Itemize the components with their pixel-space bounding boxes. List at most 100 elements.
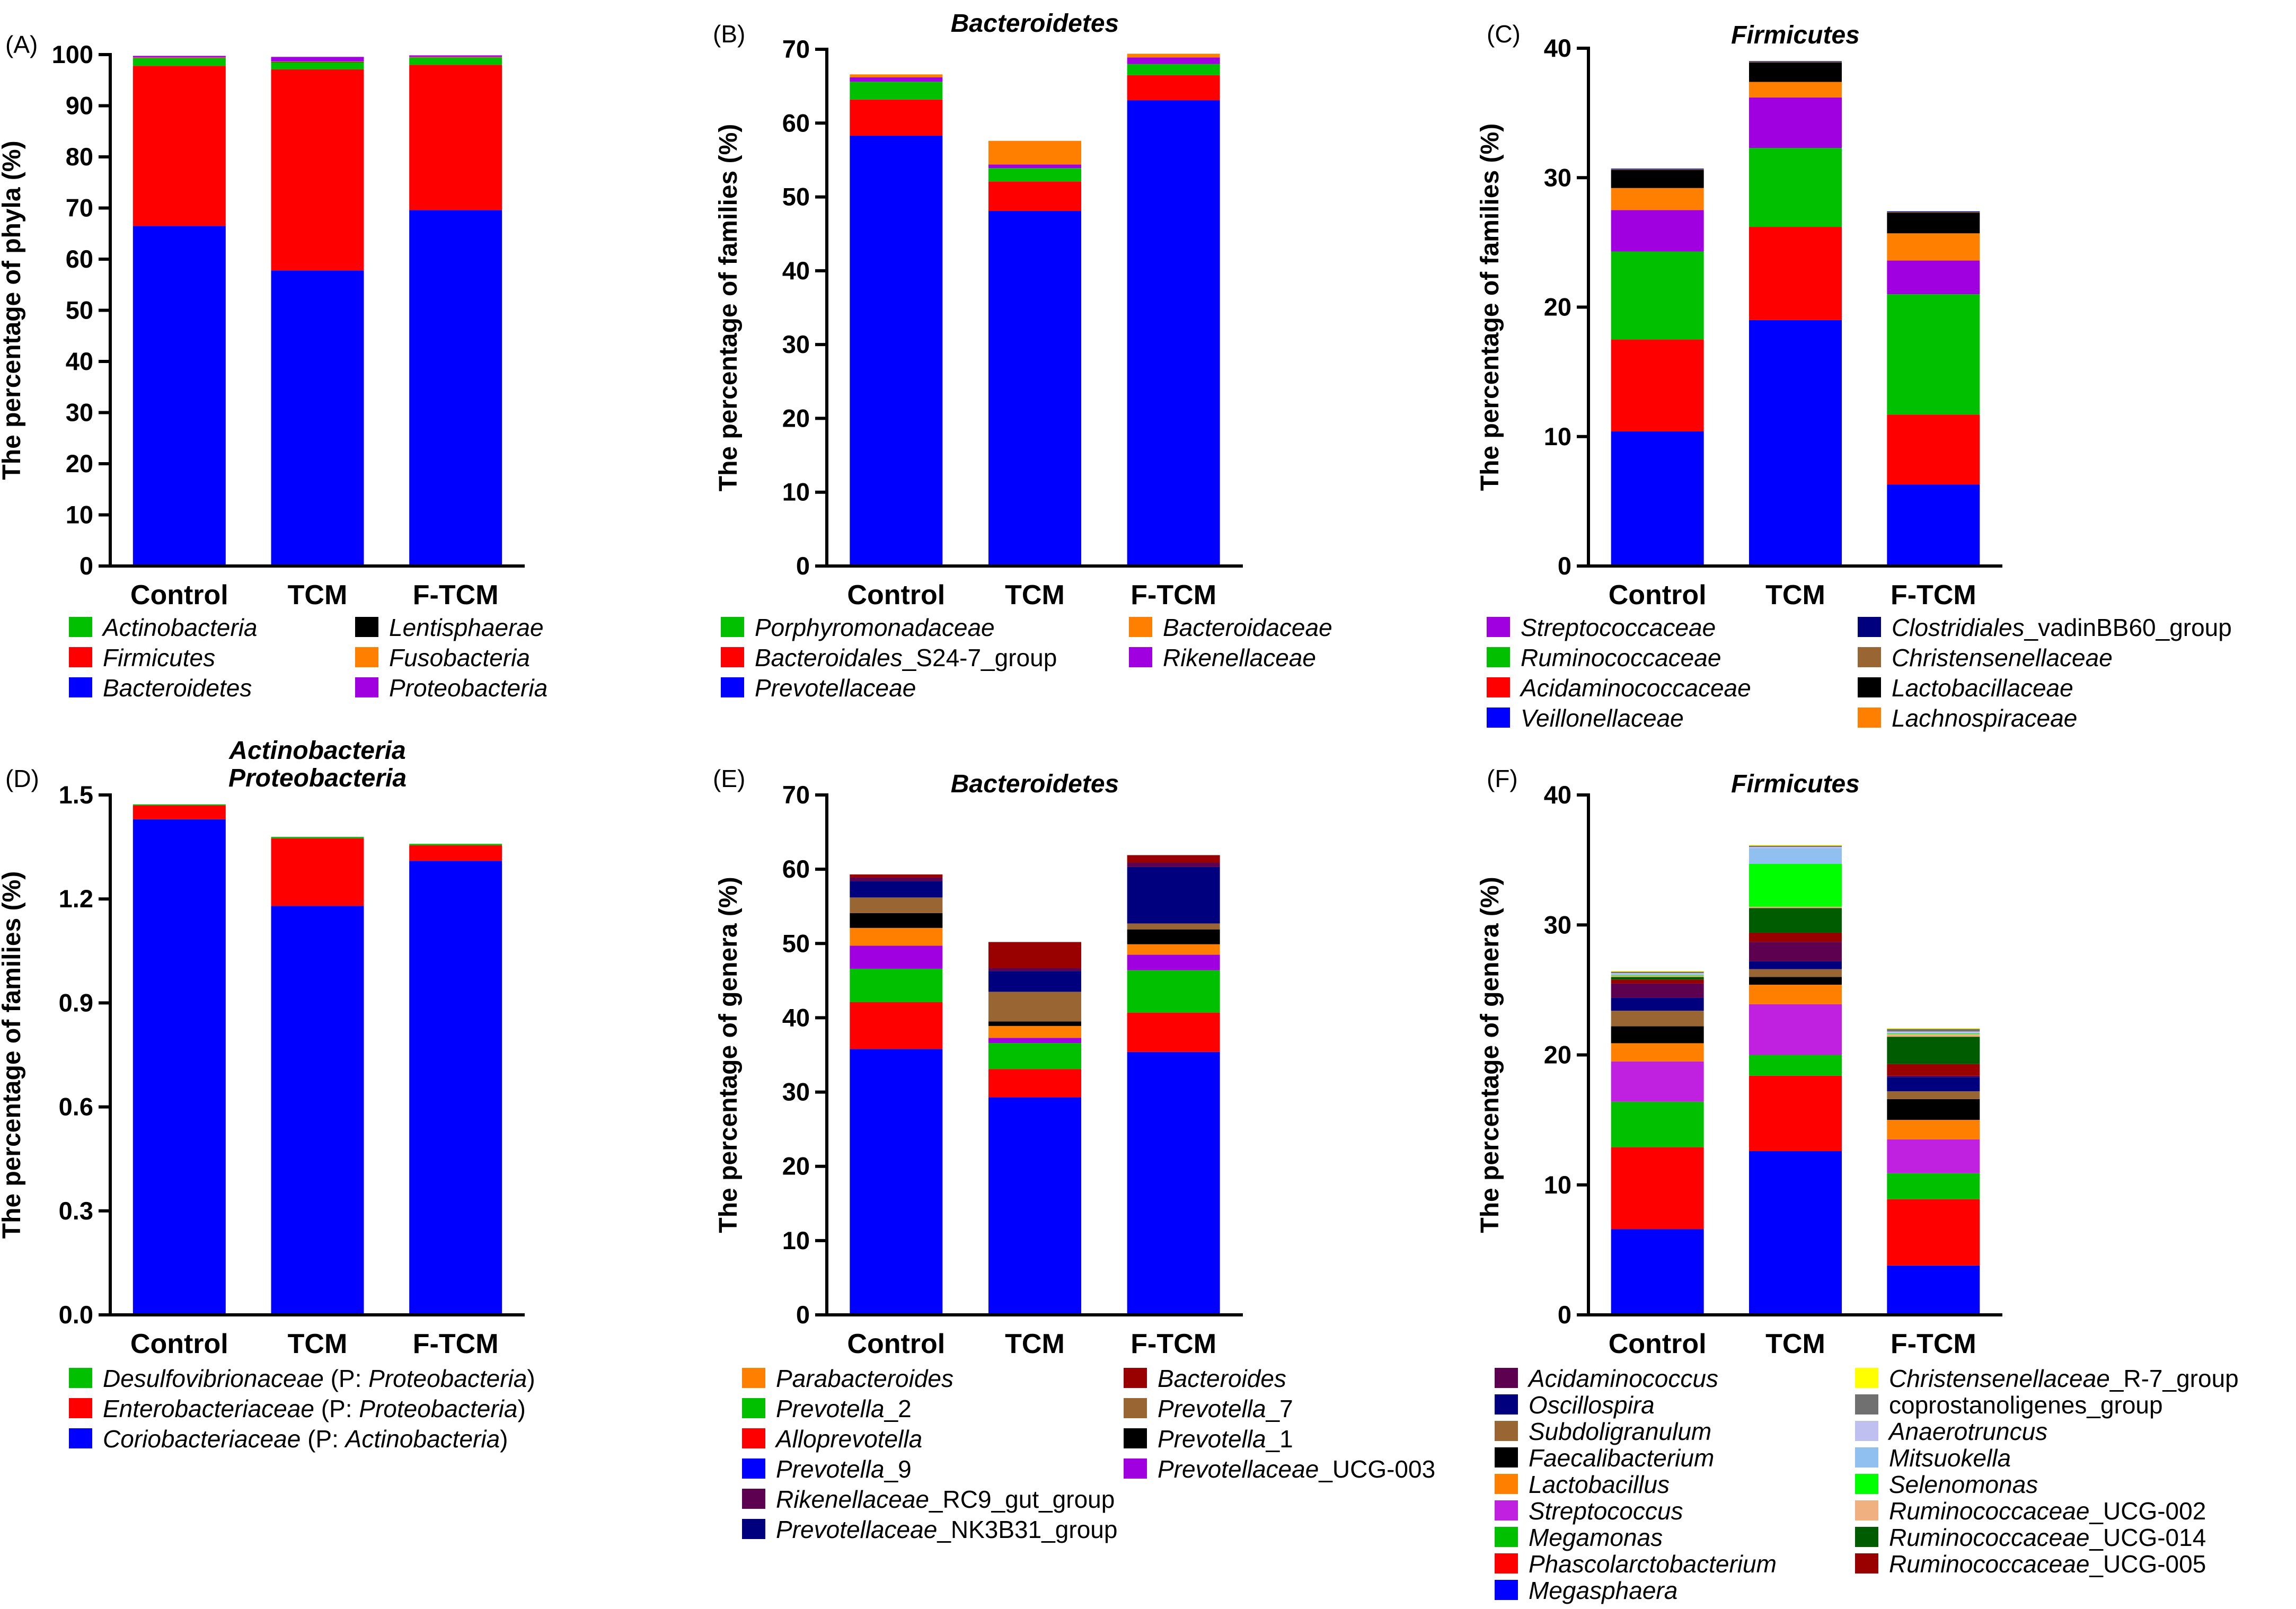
x-tick-label: TCM [1005, 1329, 1065, 1359]
legend-swatch [1855, 1474, 1878, 1494]
legend-label: Rikenellaceae_RC9_gut_group [776, 1486, 1115, 1513]
legend-label: Firmicutes [103, 644, 215, 671]
bar-segment-prevotellaceae-nk3b31-group-control [850, 881, 943, 898]
panel-label: (A) [5, 31, 38, 58]
legend-label: Coriobacteriaceae (P: Actinobacteria) [103, 1425, 508, 1453]
bar-segment-prevotellaceae-f-tcm [1127, 100, 1220, 566]
bar-segment-prevotella-2-f-tcm [1127, 970, 1220, 1013]
bar-segment-desulfovibrionaceae-p-f-tcm [409, 844, 502, 845]
bar-segment-megasphaera-control [1611, 1229, 1704, 1315]
bar-segment-bacteroidetes-f-tcm [409, 210, 502, 566]
bar-segment-bacteroidetes-control [133, 226, 226, 566]
bar-segment-streptococcaceae-tcm [1749, 97, 1842, 148]
bar-segment-megasphaera-f-tcm [1887, 1265, 1980, 1315]
bar-segment-prevotellaceae-ucg-003-f-tcm [1127, 954, 1220, 970]
bar-segment-oscillospira-tcm [1749, 961, 1842, 969]
legend-label: Fusobacteria [389, 644, 530, 671]
legend-swatch [1495, 1368, 1518, 1388]
panel-label: (F) [1487, 765, 1518, 792]
bar-segment-phascolarctobacterium-f-tcm [1887, 1199, 1980, 1266]
legend-label: Porphyromonadaceae [755, 614, 995, 641]
bar-segment-acidaminococcaceae-tcm [1749, 227, 1842, 320]
bar-segment-lachnospiraceae-f-tcm [1887, 233, 1980, 261]
bar-segment-clostridiales-vadinbb60-group-f-tcm [1887, 211, 1980, 212]
bar-segment-parabacteroides-f-tcm [1127, 944, 1220, 955]
y-tick-label: 0 [80, 552, 93, 580]
legend-label: Prevotella_1 [1158, 1425, 1293, 1453]
panel-e: (E) Bacteroidetes The percentage of genera… [713, 765, 1435, 1543]
legend-label: Clostridiales_vadinBB60_group [1892, 614, 2232, 641]
legend-label: Ruminococcaceae_UCG-005 [1889, 1550, 2206, 1578]
x-tick-label: F-TCM [1131, 580, 1216, 611]
bar-segment-ruminococcaceae-ucg-014-tcm [1749, 908, 1842, 933]
bar-segment-actinobacteria-tcm [271, 62, 364, 69]
bar-segment-prevotella-7-tcm [988, 992, 1081, 1022]
bar-segment-bacteroides-tcm [988, 942, 1081, 968]
bar-segment-bacteroides-control [850, 874, 943, 878]
legend-label: Ruminococcaceae_UCG-014 [1889, 1524, 2206, 1551]
bar-segment-streptococcus-control [1611, 1061, 1704, 1102]
y-axis-label: The percentage of families (%) [714, 124, 743, 492]
legend-swatch [742, 1489, 765, 1509]
bar-segment-selenomonas-control [1611, 975, 1704, 976]
bar-segment-ruminococcaceae-f-tcm [1887, 294, 1980, 415]
legend-swatch [721, 677, 744, 697]
y-tick-label: 0.3 [59, 1197, 93, 1225]
bar-segment-prevotellaceae-nk3b31-group-f-tcm [1127, 867, 1220, 924]
bar-segment-prevotellaceae-ucg-003-tcm [988, 1038, 1081, 1044]
y-tick-label: 50 [782, 183, 810, 211]
x-tick-label: Control [847, 580, 945, 611]
axis-lines [109, 53, 525, 568]
legend-swatch [69, 647, 92, 667]
bar-segment-prevotella-9-control [850, 1049, 943, 1315]
x-tick-label: TCM [288, 1329, 348, 1359]
legend-label: Streptococcaceae [1521, 614, 1716, 641]
bar-segment-porphyromonadaceae-f-tcm [1127, 64, 1220, 75]
legend-label: Desulfovibrionaceae (P: Proteobacteria) [103, 1365, 535, 1392]
bar-segment-christensenellaceae-tcm [1749, 61, 1842, 63]
legend-label: Prevotellaceae_UCG-003 [1158, 1455, 1435, 1483]
bar-segment-prevotellaceae-tcm [988, 211, 1081, 566]
legend-label: Acidaminococcus [1527, 1365, 1718, 1392]
bar-segment-streptococcus-tcm [1749, 1004, 1842, 1055]
bar-segment-ruminococcaceae-tcm [1749, 148, 1842, 227]
bar-segment-alloprevotella-f-tcm [1127, 1012, 1220, 1052]
bar-segment-firmicutes-control [133, 66, 226, 226]
bar-segment-enterobacteriaceae-p-tcm [271, 838, 364, 906]
bar-segment-fusobacteria-tcm [271, 61, 364, 62]
bar-segment-phascolarctobacterium-tcm [1749, 1075, 1842, 1151]
legend-label: Prevotella_9 [776, 1455, 912, 1483]
legend-swatch [355, 647, 378, 667]
bar-segment-selenomonas-f-tcm [1887, 1033, 1980, 1035]
bar-segment-lactobacillaceae-control [1611, 170, 1704, 188]
x-tick-label: TCM [288, 580, 348, 611]
legend-swatch [1129, 617, 1152, 637]
x-tick-label: Control [847, 1329, 945, 1359]
bar-segment-acidaminococcaceae-f-tcm [1887, 414, 1980, 485]
bar-segment-rikenellaceae-rc9-gut-group-tcm [988, 968, 1081, 971]
legend-label: Acidaminococcaceae [1519, 674, 1751, 702]
bar-segment-streptococcus-f-tcm [1887, 1139, 1980, 1173]
axis-lines [825, 793, 1243, 1316]
legend-swatch [721, 647, 744, 667]
legend-label: Mitsuokella [1889, 1444, 2011, 1472]
legend-label: Subdoligranulum [1529, 1418, 1711, 1445]
y-tick-label: 30 [1544, 910, 1571, 939]
bar-segment-ruminococcaceae-ucg-005-tcm [1749, 932, 1842, 942]
legend-swatch [1487, 677, 1510, 697]
legend-label: Alloprevotella [774, 1425, 922, 1453]
y-tick-label: 0 [1558, 552, 1571, 580]
bar-segment-bacteroidaceae-f-tcm [1127, 54, 1220, 58]
legend-swatch [69, 617, 92, 637]
legend-swatch [1124, 1368, 1147, 1388]
bar-segment-bacteroidales-s24-7-group-tcm [988, 181, 1081, 211]
y-tick-label: 30 [782, 1078, 810, 1106]
bar-segment-rikenellaceae-tcm [988, 164, 1081, 169]
panel-label: (E) [713, 765, 745, 792]
legend-label: Prevotellaceae [755, 674, 916, 702]
bar-segment-oscillospira-f-tcm [1887, 1077, 1980, 1092]
y-tick-label: 20 [782, 1152, 810, 1180]
bar-segment-bacteroidaceae-control [850, 74, 943, 77]
y-tick-label: 0.6 [59, 1093, 93, 1121]
